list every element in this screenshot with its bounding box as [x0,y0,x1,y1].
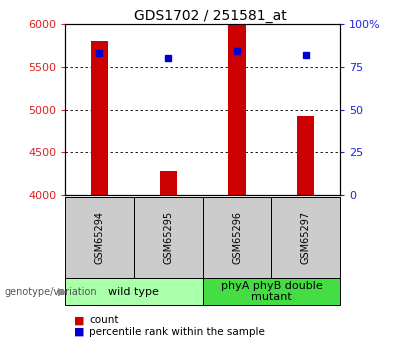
Bar [134,197,203,278]
Text: GSM65294: GSM65294 [94,211,105,264]
Text: wild type: wild type [108,287,159,296]
Text: ■: ■ [74,327,84,337]
Bar [203,197,271,278]
Bar [228,25,246,195]
Text: GSM65296: GSM65296 [232,211,242,264]
Text: ▶: ▶ [58,287,66,296]
Text: genotype/variation: genotype/variation [4,287,97,296]
Bar [297,116,315,195]
Text: count: count [89,315,119,325]
Text: GDS1702 / 251581_at: GDS1702 / 251581_at [134,9,286,23]
Text: GSM65297: GSM65297 [301,211,311,264]
Bar [65,197,134,278]
Bar [271,197,340,278]
Text: percentile rank within the sample: percentile rank within the sample [89,327,265,337]
Bar [203,278,340,305]
Text: phyA phyB double
mutant: phyA phyB double mutant [220,281,322,302]
Text: GSM65295: GSM65295 [163,211,173,264]
Bar [160,171,177,195]
Bar [91,41,108,195]
Bar [65,278,203,305]
Text: ■: ■ [74,315,84,325]
